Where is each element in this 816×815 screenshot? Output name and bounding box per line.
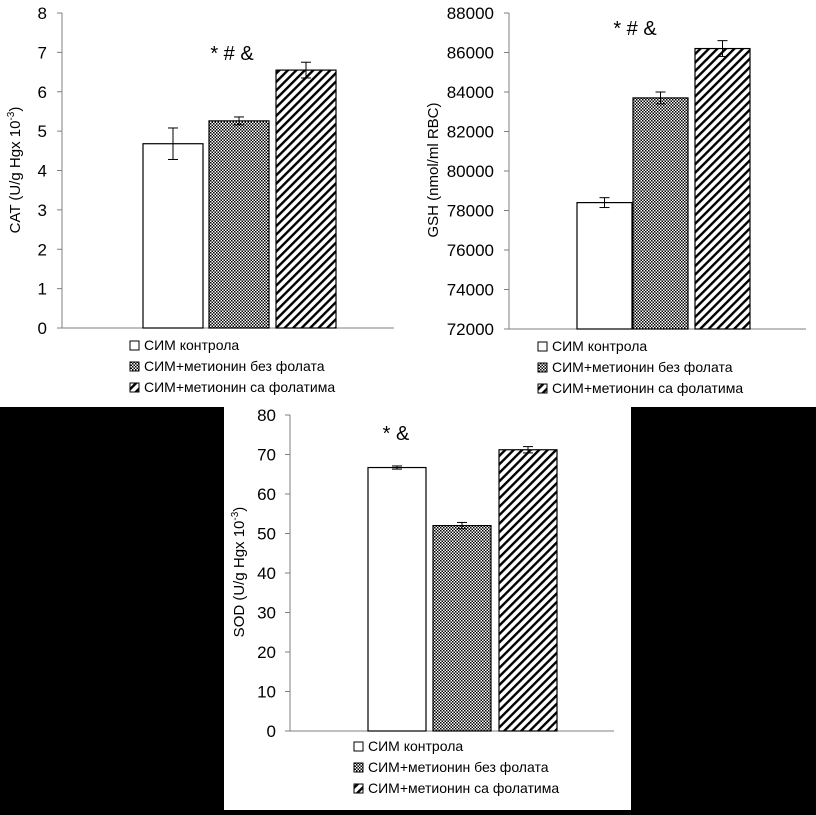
legend-swatch <box>537 341 548 352</box>
legend-label: СИМ контрола <box>144 337 239 353</box>
y-tick-label: 30 <box>257 604 276 623</box>
legend-swatch <box>537 362 548 373</box>
y-tick-label: 20 <box>257 643 276 662</box>
y-tick-label: 60 <box>257 485 276 504</box>
sod-chart: 0 10 20 30 40 50 60 70 80 SOD (U/g Hgx 10-3) * & СИ… <box>230 406 614 796</box>
y-tick-label: 74000 <box>447 281 494 300</box>
y-tick-label: 72000 <box>447 320 494 339</box>
bar <box>208 120 270 329</box>
gsh-chart-panel: 72000 74000 76000 78000 80000 82000 84000 86000… <box>408 0 816 407</box>
bar <box>694 47 751 330</box>
y-tick-label: 0 <box>267 722 276 741</box>
bar <box>275 69 337 329</box>
y-tick-label: 1 <box>38 280 47 299</box>
legend-label: СИМ+метионин са фолатима <box>368 780 559 796</box>
legend-label: СИМ+метионин без фолата <box>552 359 733 375</box>
y-tick-label: 7 <box>38 43 47 62</box>
bar <box>576 202 633 330</box>
significance-annotation: * & <box>383 423 410 445</box>
y-tick-label: 2 <box>38 240 47 259</box>
bar <box>498 449 558 732</box>
y-tick-label: 40 <box>257 564 276 583</box>
y-tick-label: 76000 <box>447 241 494 260</box>
legend-label: СИМ+метионин са фолатима <box>552 380 743 396</box>
bar <box>632 97 689 330</box>
legend-label: СИМ+метионин са фолатима <box>144 379 335 395</box>
legend-swatch <box>537 383 548 394</box>
y-tick-label: 86000 <box>447 44 494 63</box>
y-tick-label: 8 <box>38 4 47 23</box>
legend-label: СИМ контрола <box>552 338 647 354</box>
legend-swatch <box>129 382 140 393</box>
y-tick-label: 3 <box>38 201 47 220</box>
bar <box>367 466 427 732</box>
y-tick-label: 0 <box>38 319 47 338</box>
legend-swatch <box>353 741 364 752</box>
y-tick-label: 5 <box>38 122 47 141</box>
cat-chart: 0 1 2 3 4 5 6 7 8 CAT (U/g Hgx 10-3) * # & СИМ конт… <box>6 4 394 395</box>
significance-annotation: * # & <box>210 43 254 65</box>
y-tick-label: 78000 <box>447 202 494 221</box>
y-tick-label: 70 <box>257 446 276 465</box>
legend-label: СИМ+метионин без фолата <box>368 759 549 775</box>
significance-annotation: * # & <box>613 18 657 40</box>
y-axis-label: SOD (U/g Hgx 10-3) <box>230 507 248 638</box>
y-axis-label: GSH (nmol/ml RBC) <box>425 102 442 237</box>
legend-swatch <box>129 340 140 351</box>
y-tick-label: 80000 <box>447 162 494 181</box>
bar <box>432 524 492 732</box>
legend-swatch <box>353 762 364 773</box>
y-tick-label: 88000 <box>447 4 494 23</box>
y-tick-label: 6 <box>38 83 47 102</box>
y-tick-label: 84000 <box>447 83 494 102</box>
y-tick-label: 80 <box>257 407 276 425</box>
y-axis-label: CAT (U/g Hgx 10-3) <box>6 107 24 234</box>
bar <box>142 143 204 329</box>
legend-label: СИМ+метионин без фолата <box>144 358 325 374</box>
legend-swatch <box>129 361 140 372</box>
gsh-chart: 72000 74000 76000 78000 80000 82000 84000 86000… <box>425 4 806 396</box>
cat-chart-panel: 0 1 2 3 4 5 6 7 8 CAT (U/g Hgx 10-3) * # & СИМ конт… <box>0 0 408 407</box>
legend-swatch <box>353 783 364 794</box>
legend-label: СИМ контрола <box>368 738 463 754</box>
y-tick-label: 4 <box>38 162 47 181</box>
y-tick-label: 50 <box>257 525 276 544</box>
y-tick-label: 82000 <box>447 123 494 142</box>
sod-chart-panel: 0 10 20 30 40 50 60 70 80 SOD (U/g Hgx 10-3) * & СИ… <box>224 406 631 810</box>
y-tick-label: 10 <box>257 683 276 702</box>
